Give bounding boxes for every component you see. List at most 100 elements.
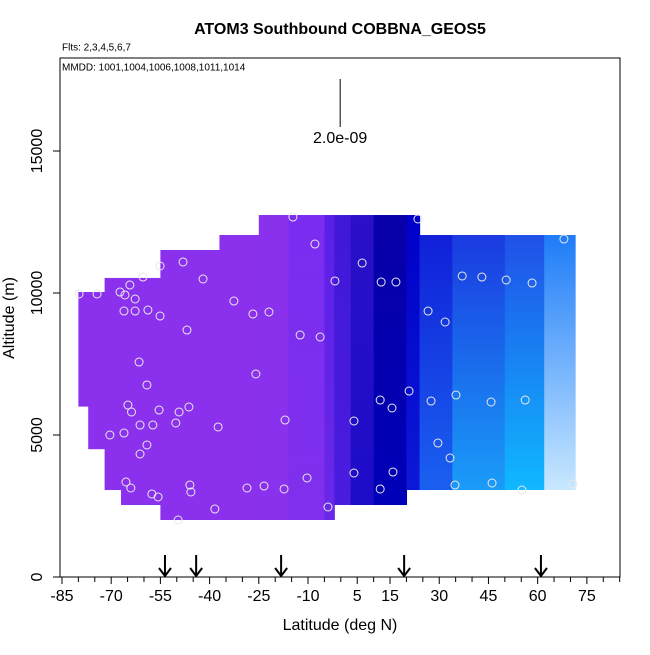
observation-point: [115, 287, 125, 297]
curtain-column: [406, 215, 421, 491]
observation-point: [376, 277, 386, 287]
x-tick-label: 15: [381, 588, 399, 605]
x-tick-label: -70: [100, 588, 123, 605]
curtain-column: [373, 215, 408, 506]
observation-point: [349, 468, 359, 478]
curtain-column: [419, 235, 453, 491]
x-tick-label: 30: [430, 588, 448, 605]
observation-point: [426, 396, 436, 406]
observation-point: [310, 239, 320, 249]
flight-arrow: [158, 555, 172, 578]
observation-point: [174, 407, 184, 417]
x-tick-label: 5: [353, 588, 362, 605]
observation-point: [259, 481, 269, 491]
observation-point: [413, 214, 423, 224]
observation-point: [173, 515, 183, 525]
observation-point: [517, 485, 527, 495]
curtain-column: [334, 215, 352, 506]
observation-point: [138, 272, 148, 282]
observation-point: [323, 502, 333, 512]
x-tick-label: 60: [529, 588, 547, 605]
flight-arrow: [189, 555, 203, 578]
observation-point: [153, 492, 163, 502]
observation-point: [391, 277, 401, 287]
observation-point: [184, 402, 194, 412]
observation-point: [445, 453, 455, 463]
observation-point: [349, 416, 359, 426]
observation-point: [520, 395, 530, 405]
curtain-column: [324, 215, 335, 521]
observation-point: [264, 307, 274, 317]
observation-point: [248, 309, 258, 319]
curtain-column: [288, 215, 326, 521]
observation-point: [125, 280, 135, 290]
y-tick-label: 15000: [29, 129, 46, 174]
observation-point: [74, 289, 84, 299]
observation-point: [120, 290, 130, 300]
observation-point: [92, 289, 102, 299]
observation-point: [451, 390, 461, 400]
observation-point: [126, 483, 136, 493]
observation-point: [457, 271, 467, 281]
curtain-column: [544, 235, 576, 491]
observation-point: [279, 484, 289, 494]
observation-point: [148, 420, 158, 430]
curtain-column: [160, 250, 184, 521]
observation-point: [127, 407, 137, 417]
flight-arrow: [397, 555, 411, 578]
flight-arrow: [534, 555, 548, 578]
x-tick-label: -55: [149, 588, 172, 605]
observation-point: [280, 415, 290, 425]
observation-point: [142, 380, 152, 390]
observation-point: [155, 261, 165, 271]
observation-point: [155, 311, 165, 321]
observation-point: [404, 386, 414, 396]
x-axis-label: Latitude (deg N): [283, 617, 398, 634]
scale-bar-label: 2.0e-09: [313, 130, 367, 147]
y-tick-label: 5000: [29, 417, 46, 453]
observation-point: [288, 212, 298, 222]
y-axis-label: Altitude (m): [1, 277, 18, 359]
observation-point: [357, 258, 367, 268]
observation-point: [185, 480, 195, 490]
observation-point: [375, 395, 385, 405]
annotation: MMDD: 1001,1004,1006,1008,1011,1014: [62, 63, 246, 74]
observation-point: [242, 483, 252, 493]
observation-point: [171, 418, 181, 428]
observation-point: [527, 278, 537, 288]
curtain-column: [78, 292, 89, 407]
observation-point: [135, 420, 145, 430]
curtain-column: [104, 277, 122, 491]
flight-arrow: [274, 555, 288, 578]
observation-point: [119, 428, 129, 438]
curtain-column: [350, 215, 375, 506]
observation-point: [423, 306, 433, 316]
curtain-column: [452, 235, 506, 491]
observation-point: [135, 449, 145, 459]
observation-point: [154, 405, 164, 415]
observation-point: [198, 274, 208, 284]
observation-point: [178, 257, 188, 267]
observation-point: [251, 369, 261, 379]
observation-point: [388, 467, 398, 477]
x-tick-label: -25: [247, 588, 270, 605]
y-tick-label: 10000: [29, 271, 46, 316]
y-tick-label: 0: [29, 572, 46, 581]
observation-point: [182, 325, 192, 335]
observation-point: [501, 275, 511, 285]
observation-point: [229, 296, 239, 306]
x-tick-label: 75: [578, 588, 596, 605]
observation-point: [315, 332, 325, 342]
chart-title: ATOM3 Southbound COBBNA_GEOS5: [194, 21, 486, 38]
x-tick-label: -10: [296, 588, 319, 605]
observation-point: [143, 305, 153, 315]
observation-point: [105, 430, 115, 440]
observation-point: [568, 479, 578, 489]
observation-point: [387, 403, 397, 413]
curtain-column: [219, 235, 260, 521]
observation-point: [121, 477, 131, 487]
observation-point: [433, 438, 443, 448]
curtain-column: [183, 250, 221, 521]
observation-point: [119, 306, 129, 316]
